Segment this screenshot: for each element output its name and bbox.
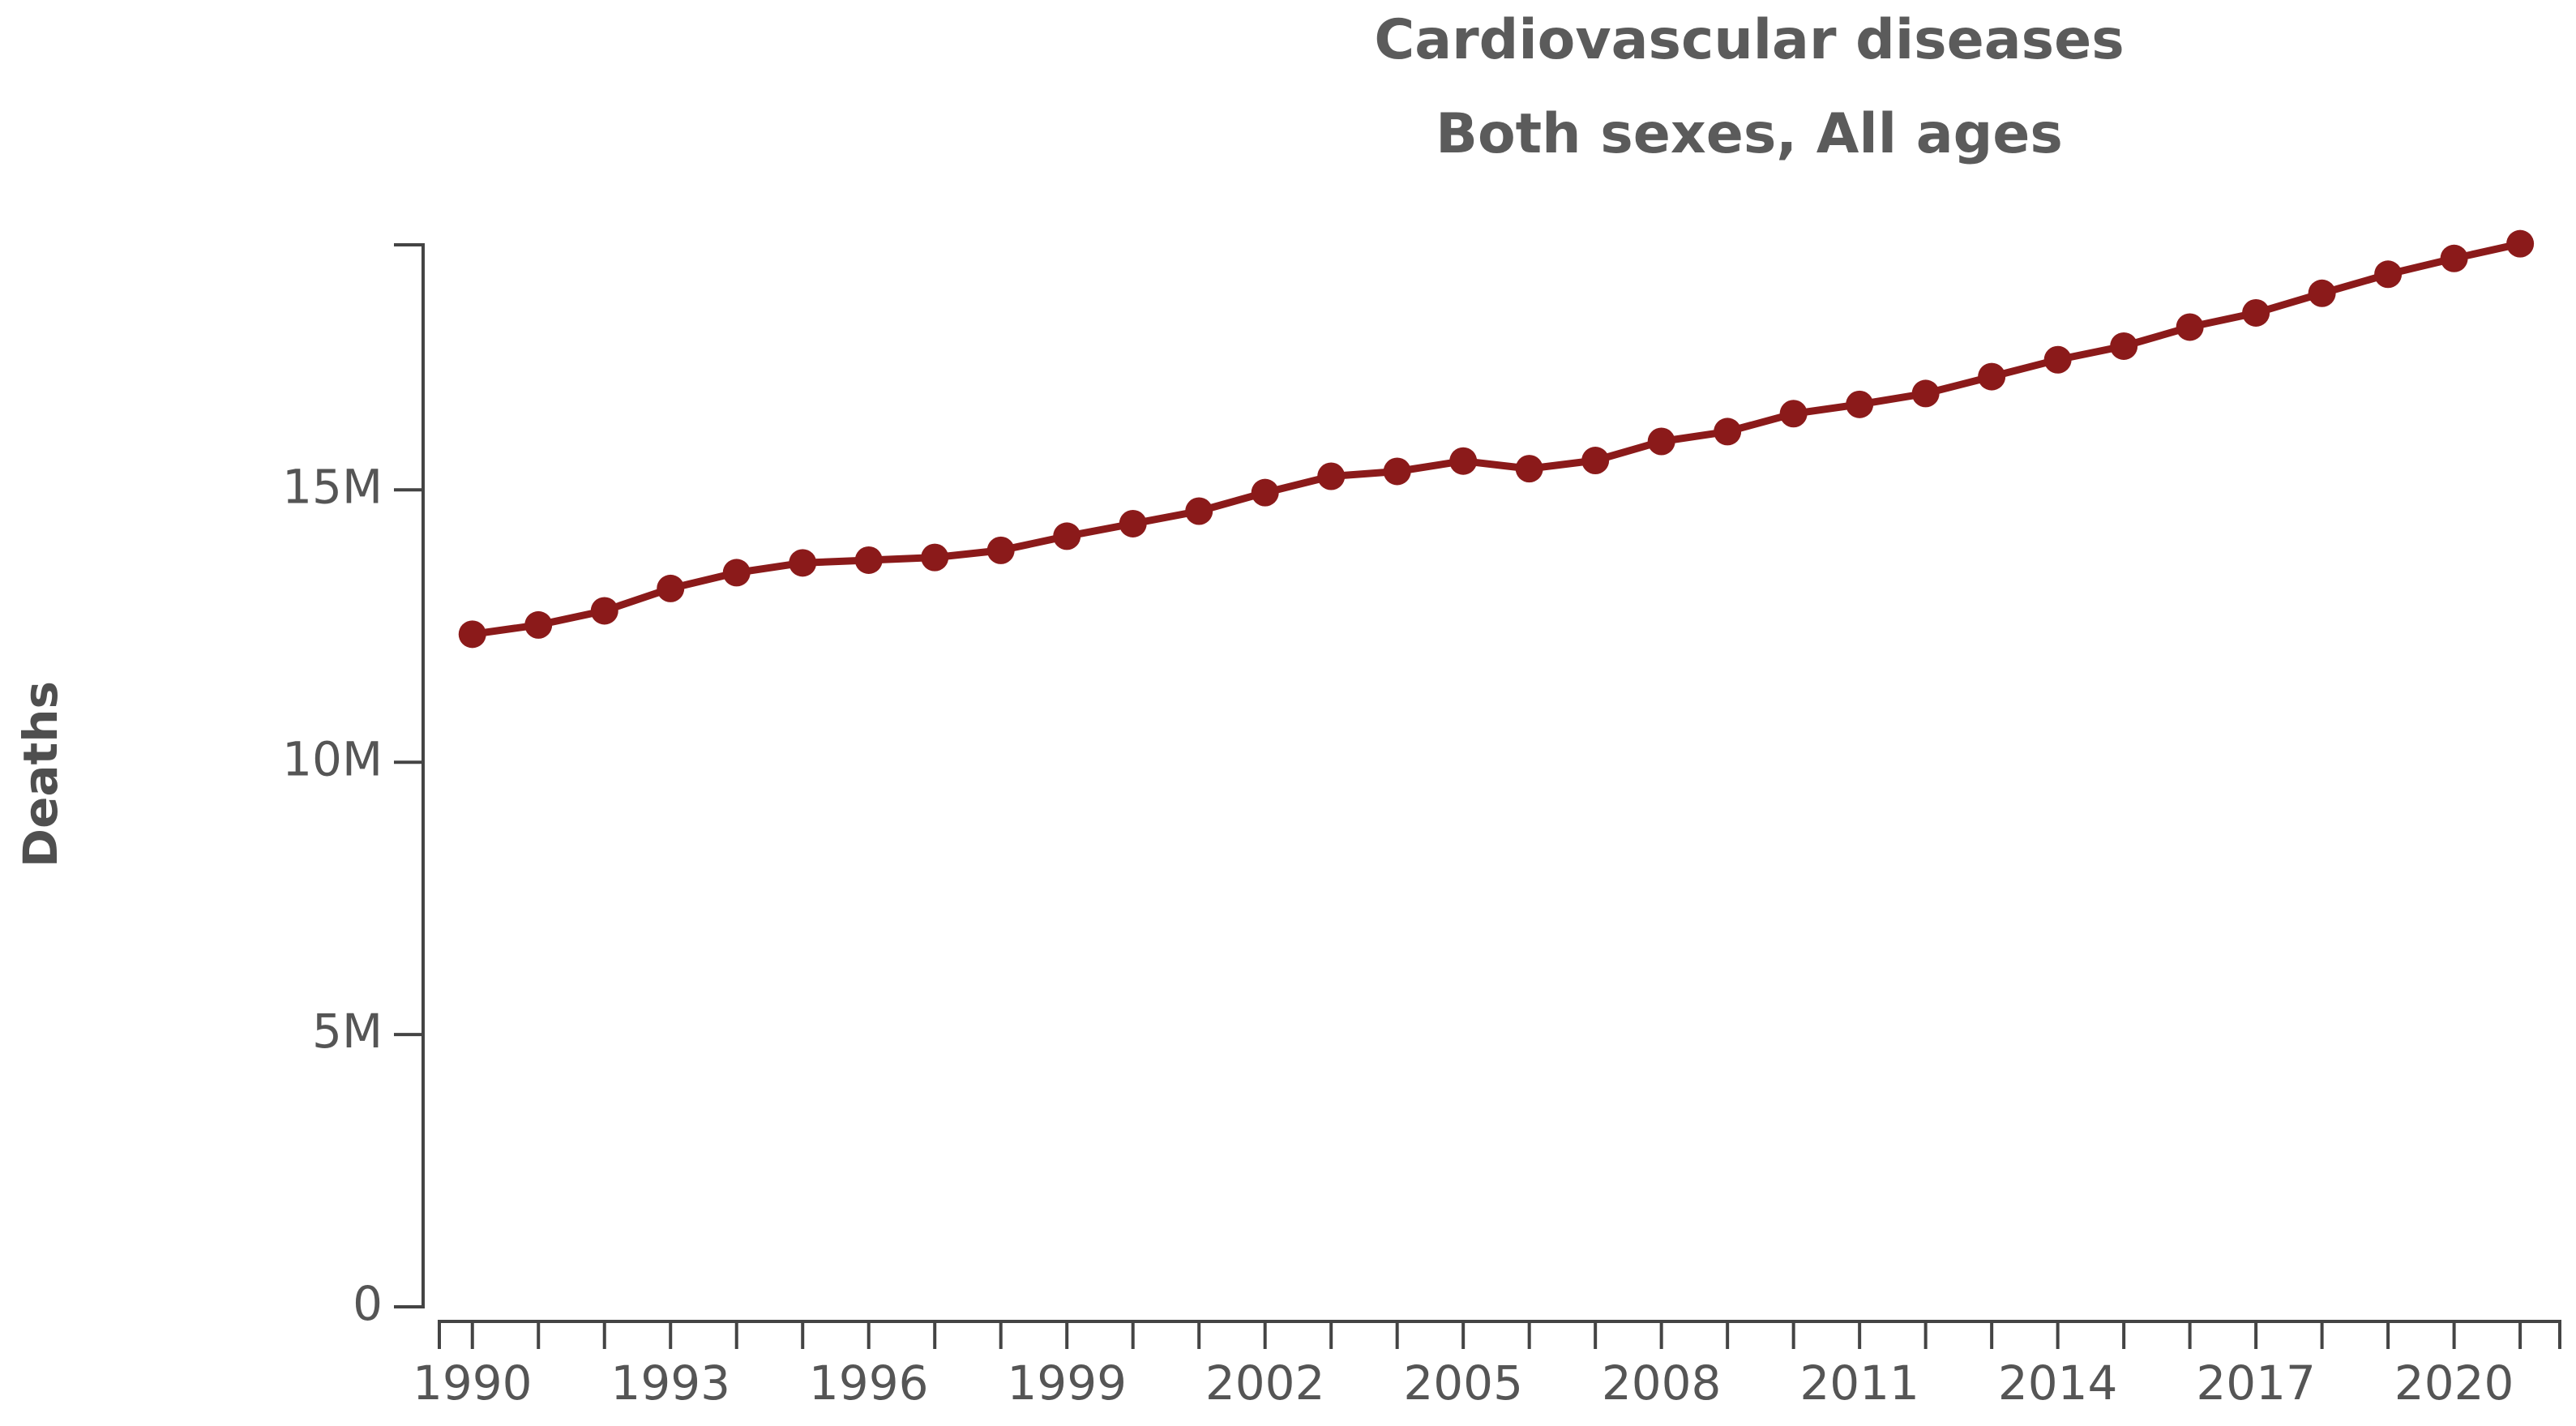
y-axis-label: Deaths (13, 681, 68, 867)
x-tick-label: 1999 (1007, 1355, 1127, 1411)
data-point (1251, 478, 1279, 507)
data-point (2242, 298, 2270, 327)
x-tick-label: 2014 (1998, 1355, 2118, 1411)
data-point (1515, 455, 1543, 483)
data-point (1581, 447, 1610, 475)
data-point (921, 543, 949, 572)
data-point (2374, 260, 2403, 289)
y-tick-label: 15M (282, 459, 383, 514)
x-ticks: 1990 1993 1996 1999 2002 2005 2008 2011 2014 2017… (413, 1321, 2523, 1411)
data-point (986, 536, 1015, 564)
x-tick-label: 1996 (809, 1355, 929, 1411)
data-point (2110, 332, 2138, 360)
series-layer (458, 229, 2535, 649)
chart-title: Cardiovascular diseases (1374, 8, 2124, 72)
data-point (854, 546, 883, 574)
data-point (458, 620, 486, 649)
data-point (789, 549, 817, 577)
x-axis-line (438, 1320, 2561, 1349)
data-point (1779, 400, 1808, 428)
data-point (1978, 362, 2006, 391)
data-point (657, 574, 685, 602)
data-point (590, 597, 618, 625)
x-tick-label: 2005 (1403, 1355, 1523, 1411)
data-point (2440, 244, 2468, 272)
x-tick-label: 2020 (2394, 1355, 2514, 1411)
x-tick-label: 2008 (1602, 1355, 1722, 1411)
y-ticks: 0 5M 10M 15M (282, 459, 423, 1331)
y-tick-label: 5M (312, 1004, 383, 1059)
data-point (2308, 279, 2336, 307)
x-tick-label: 2011 (1799, 1355, 1919, 1411)
data-point (1846, 390, 1874, 418)
x-tick-label: 1993 (610, 1355, 730, 1411)
data-point (524, 610, 553, 639)
data-point (1317, 462, 1346, 490)
data-point (1911, 379, 1940, 408)
data-point (2176, 313, 2204, 341)
series-line (469, 240, 2524, 638)
data-point (722, 559, 751, 587)
data-point (1185, 497, 1213, 525)
data-point (2043, 345, 2072, 374)
data-point (1119, 509, 1147, 537)
x-tick-label: 1990 (413, 1355, 533, 1411)
x-tick-label: 2017 (2196, 1355, 2316, 1411)
data-point (1714, 418, 1742, 446)
data-point (1647, 427, 1675, 456)
data-point (1053, 522, 1081, 550)
y-tick-label: 10M (282, 731, 383, 786)
data-point (1383, 457, 1411, 486)
data-point (1449, 447, 1478, 475)
data-point (2506, 229, 2535, 258)
chart-subtitle: Both sexes, All ages (1436, 102, 2063, 166)
x-tick-label: 2002 (1205, 1355, 1325, 1411)
y-axis-line (394, 243, 425, 1308)
y-tick-label: 0 (353, 1276, 383, 1331)
